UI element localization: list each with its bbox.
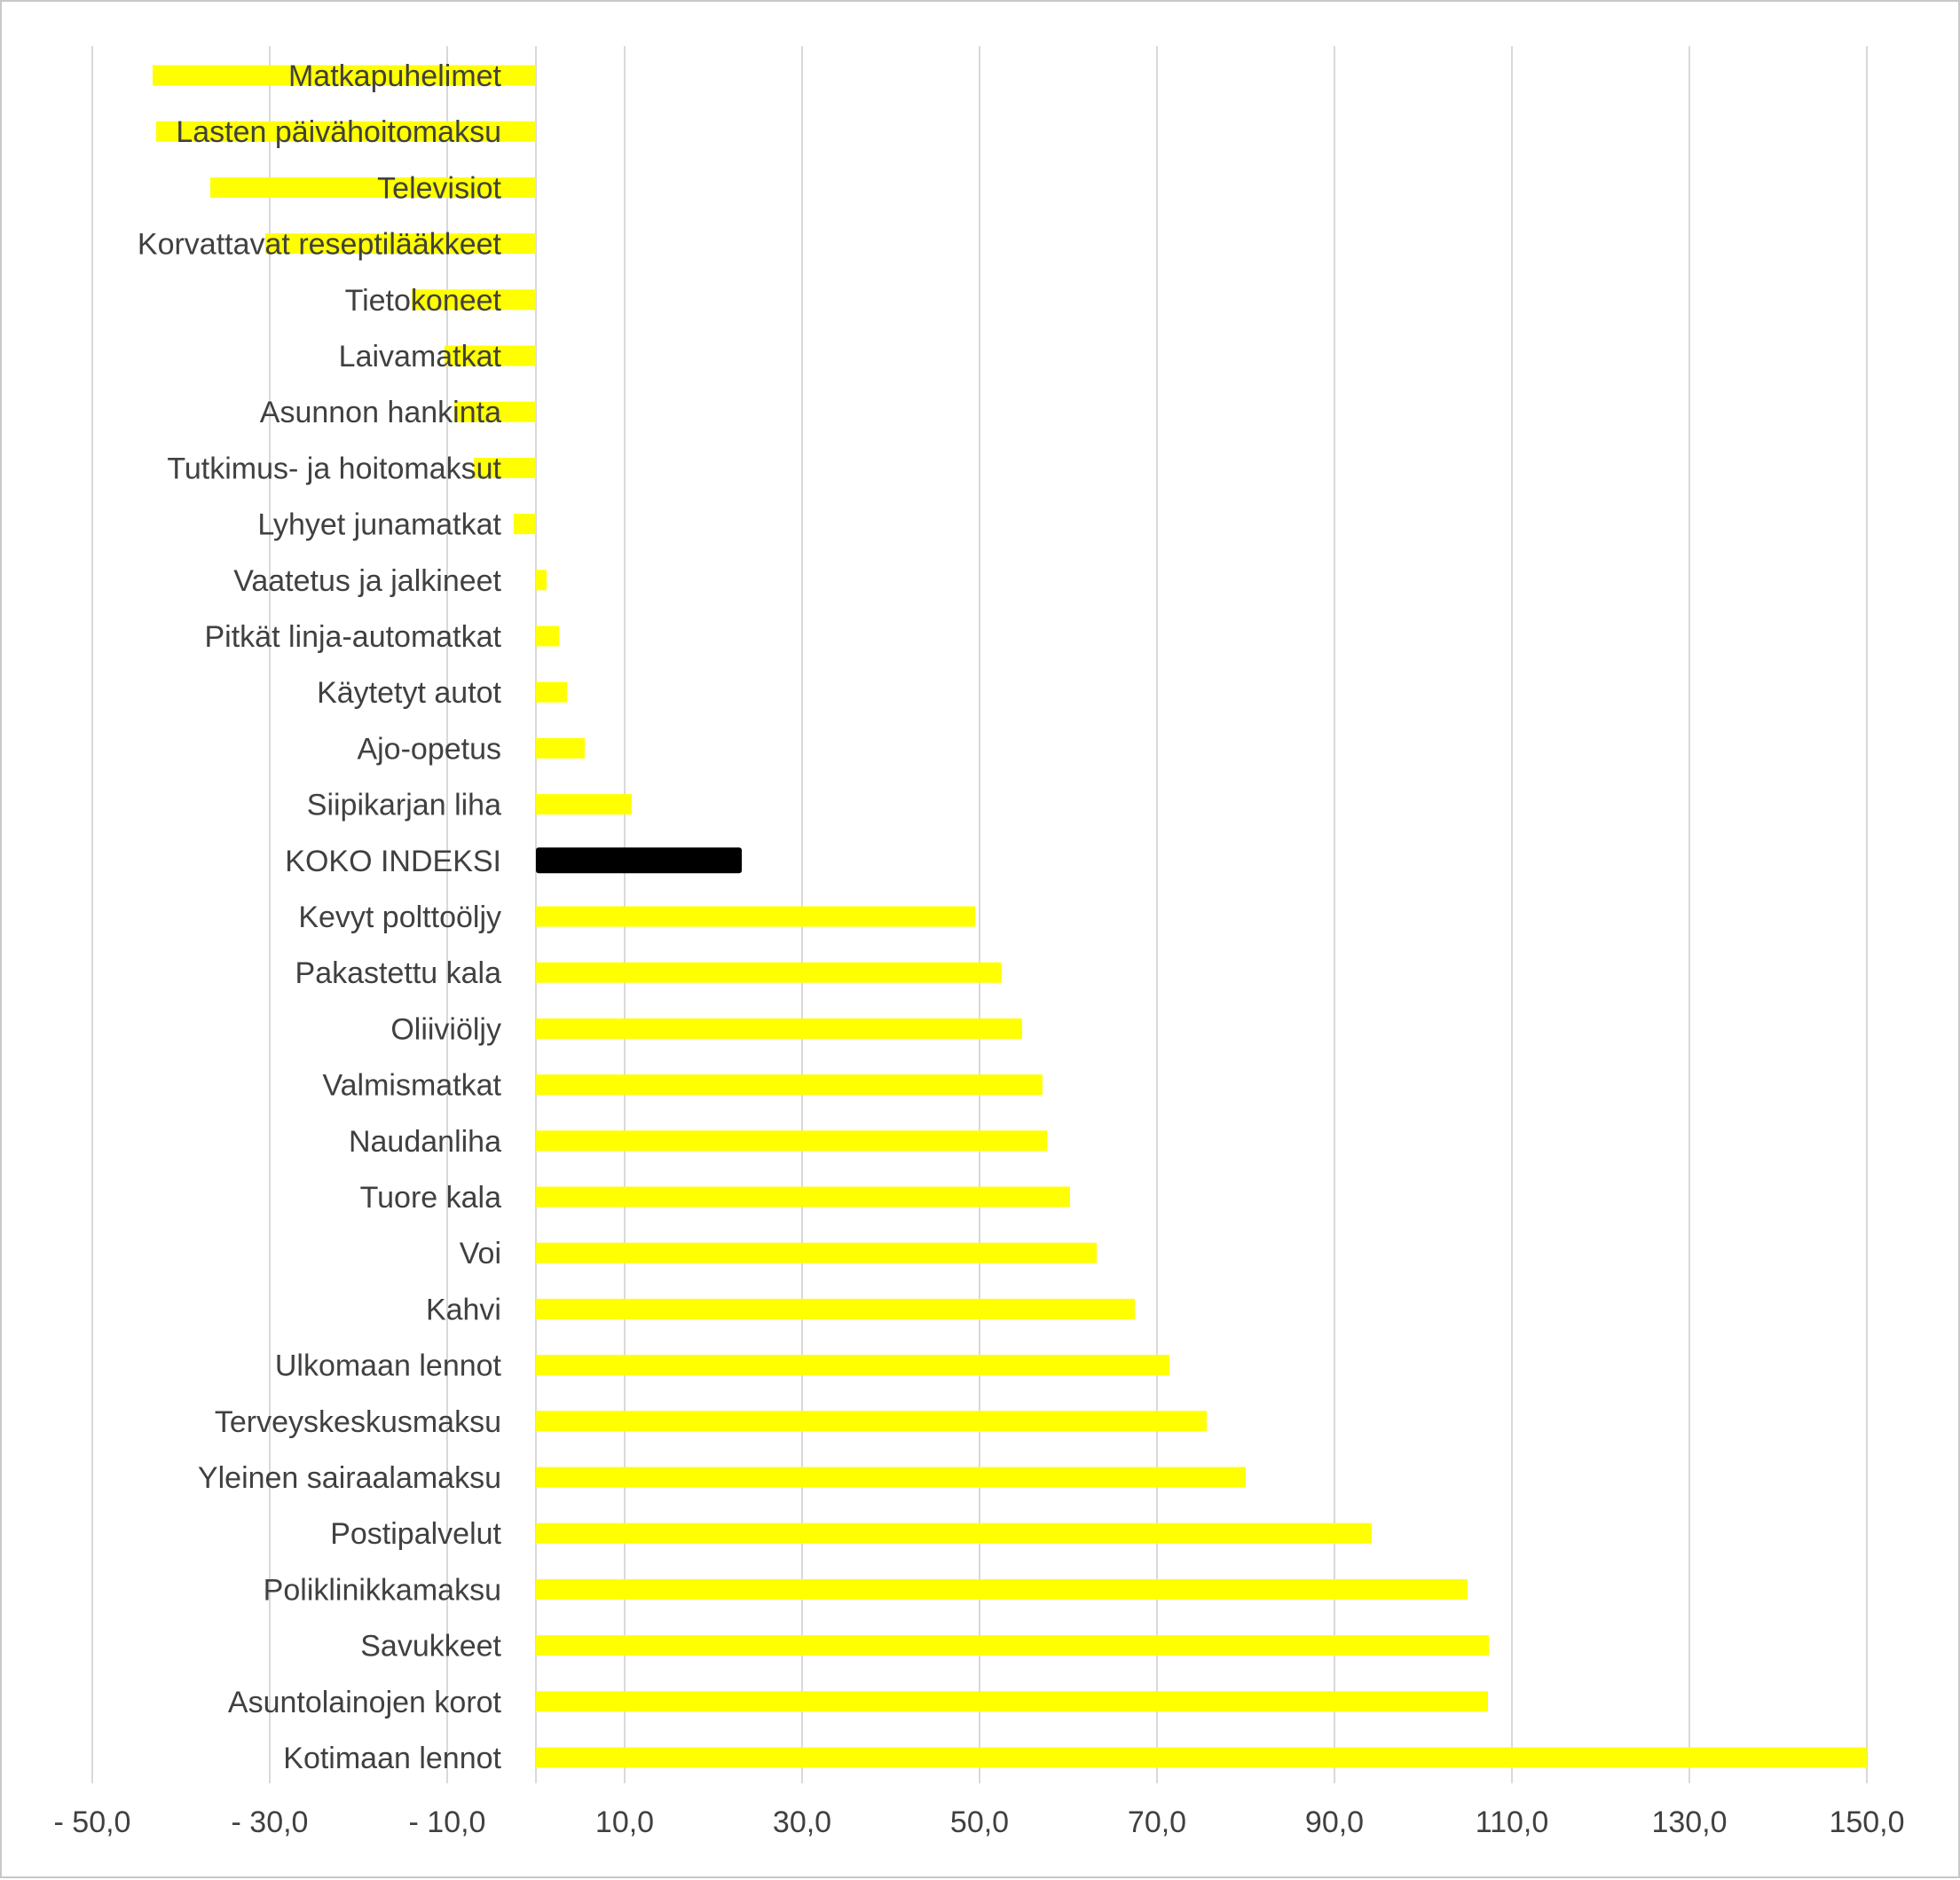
bar [536, 906, 975, 927]
bar [536, 1578, 1468, 1600]
bar [536, 1747, 1867, 1768]
bar [536, 962, 1002, 983]
x-tick-label: - 10,0 [409, 1805, 486, 1839]
category-label: Lyhyet junamatkat [257, 508, 501, 542]
bar [536, 1691, 1488, 1712]
bars [153, 65, 1867, 1768]
bar [454, 401, 536, 422]
category-label: Kevyt polttoöljy [298, 901, 501, 934]
bar [536, 1074, 1043, 1096]
category-label: Tuore kala [360, 1181, 501, 1215]
category-label: Pitkät linja-automatkat [205, 620, 502, 654]
category-labels: Matkapuhelimet Lasten päivähoitomaksu Tele… [138, 59, 502, 1775]
category-label: Savukkeet [360, 1630, 501, 1664]
category-label: Asuntolainojen korot [228, 1686, 502, 1719]
category-label: Naudanliha [349, 1125, 501, 1159]
bar [536, 1242, 1097, 1263]
x-tick-label: 10,0 [595, 1805, 654, 1839]
bar [536, 1186, 1070, 1207]
bar [445, 345, 536, 366]
bar-koko-indeksi [536, 847, 742, 874]
x-tick-label: 90,0 [1305, 1805, 1364, 1839]
category-label: Tutkimus- ja hoitomaksut [167, 452, 501, 485]
category-label: Yleinen sairaalamaksu [198, 1461, 501, 1495]
bar [153, 65, 536, 86]
category-label: Vaatetus ja jalkineet [233, 564, 501, 598]
bar [536, 1522, 1372, 1544]
bar [412, 289, 536, 311]
category-label: Terveyskeskusmaksu [215, 1405, 501, 1439]
category-label: Ajo-opetus [357, 732, 501, 766]
category-label: KOKO INDEKSI [285, 845, 501, 878]
x-axis-ticks: - 50,0 - 30,0 - 10,0 10,0 30,0 50,0 70,0 90,0 11… [54, 1805, 1905, 1839]
category-label: Kotimaan lennot [283, 1742, 501, 1775]
x-tick-label: 70,0 [1128, 1805, 1186, 1839]
x-tick-label: 110,0 [1476, 1805, 1549, 1839]
bar [536, 1018, 1022, 1039]
bar [536, 681, 567, 703]
bar [265, 233, 536, 255]
x-tick-label: - 30,0 [232, 1805, 309, 1839]
category-label: Matkapuhelimet [288, 59, 502, 93]
bar [536, 737, 585, 759]
category-label: Käytetyt autot [317, 676, 501, 710]
x-tick-label: 130,0 [1651, 1805, 1727, 1839]
bar [536, 1355, 1169, 1376]
category-label: Televisiot [377, 171, 501, 205]
category-label: Poliklinikkamaksu [264, 1573, 501, 1607]
category-label: Voi [460, 1237, 501, 1270]
bar [536, 794, 632, 815]
bar [474, 457, 536, 478]
x-tick-label: 50,0 [950, 1805, 1009, 1839]
category-label: Valmismatkat [322, 1069, 501, 1103]
bar [536, 1635, 1489, 1656]
category-label: Pakastettu kala [295, 956, 502, 990]
category-label: Lasten päivähoitomaksu [176, 115, 501, 149]
category-label: Kahvi [426, 1293, 501, 1326]
category-label: Laivamatkat [339, 340, 502, 374]
x-tick-label: 150,0 [1829, 1805, 1904, 1839]
bar [536, 570, 547, 591]
category-label: Postipalvelut [330, 1517, 501, 1551]
category-label: Tietokoneet [345, 284, 502, 318]
bar [536, 1467, 1246, 1488]
category-label: Ulkomaan lennot [275, 1349, 502, 1383]
category-label: Asunnon hankinta [260, 396, 501, 429]
bar [514, 514, 536, 535]
bar [156, 121, 536, 142]
x-tick-label: - 50,0 [54, 1805, 131, 1839]
category-label: Oliiviöljy [390, 1012, 501, 1046]
bar [536, 1298, 1135, 1319]
bar [536, 625, 559, 647]
category-label: Siipikarjan liha [307, 789, 501, 822]
category-label: Korvattavat reseptilääkkeet [138, 228, 502, 262]
x-tick-label: 30,0 [773, 1805, 831, 1839]
bar [536, 1130, 1047, 1152]
bar [536, 1411, 1207, 1432]
bar [210, 177, 536, 198]
